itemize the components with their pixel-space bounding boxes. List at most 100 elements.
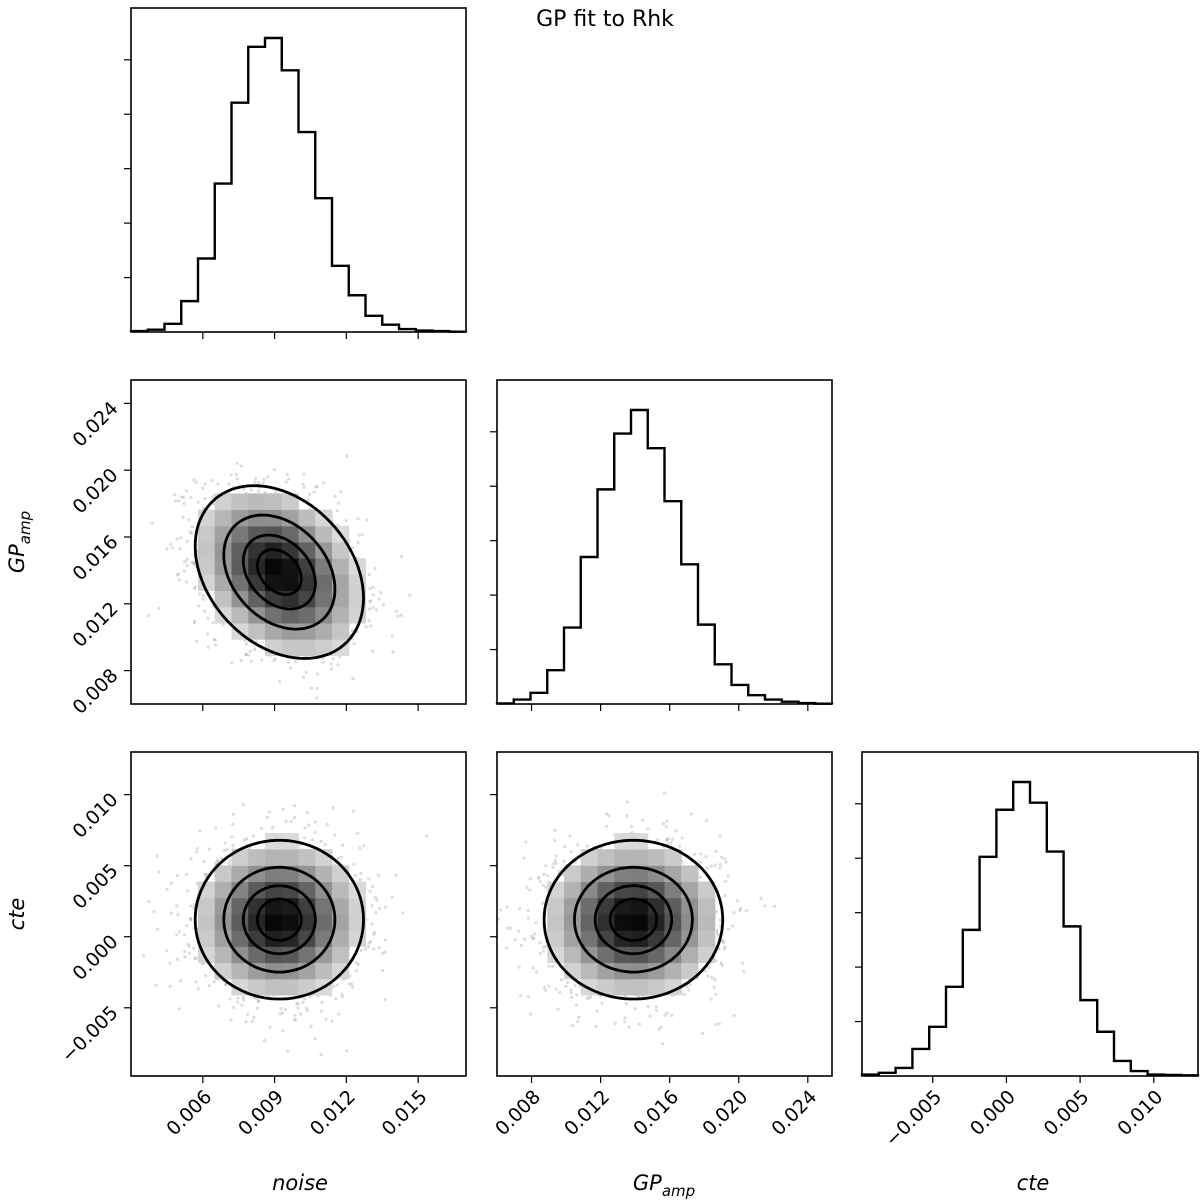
density-cell	[597, 978, 615, 996]
density-cell	[664, 849, 682, 866]
scatter-point	[231, 812, 235, 816]
scatter-point	[359, 948, 363, 953]
scatter-point	[278, 679, 282, 684]
scatter-point	[281, 1029, 285, 1033]
scatter-point	[333, 494, 337, 498]
scatter-point	[175, 957, 180, 961]
scatter-point	[553, 858, 557, 862]
density-cell	[332, 542, 350, 559]
scatter-point	[227, 862, 232, 866]
density-cell	[664, 930, 682, 947]
scatter-point	[193, 956, 197, 961]
scatter-point	[305, 810, 310, 815]
scatter-point	[606, 814, 611, 818]
scatter-point	[201, 594, 205, 598]
scatter-point	[299, 1012, 303, 1016]
scatter-point	[168, 984, 172, 988]
scatter-point	[271, 826, 275, 830]
density-cell	[298, 881, 316, 899]
scatter-point	[374, 608, 379, 612]
scatter-point	[176, 913, 180, 917]
y-tick-label-gp_amp: 0.008	[69, 665, 123, 719]
scatter-point	[194, 980, 198, 984]
scatter-point	[741, 961, 745, 965]
scatter-point	[662, 791, 667, 795]
scatter-point	[253, 476, 258, 480]
density-cell	[281, 639, 299, 656]
y-tick-label-cte: 0.000	[69, 931, 123, 985]
scatter-point	[281, 807, 285, 811]
scatter-point	[648, 1014, 652, 1018]
scatter-point	[113, 501, 116, 504]
scatter-point	[573, 984, 577, 988]
joint-noise-gp_amp	[113, 379, 467, 721]
density-cell	[298, 946, 316, 964]
scatter-point	[211, 621, 215, 625]
scatter-point	[372, 947, 376, 951]
scatter-point	[718, 866, 722, 870]
scatter-point	[189, 917, 193, 921]
axes-frame-cte-cte	[861, 751, 1199, 1077]
scatter-point	[526, 994, 530, 999]
scatter-point	[336, 857, 340, 861]
scatter-point	[547, 964, 551, 968]
scatter-point	[242, 838, 247, 842]
scatter-point	[216, 482, 220, 486]
density-cell	[281, 623, 299, 640]
density-cell	[681, 881, 699, 899]
scatter-point	[202, 859, 206, 864]
density-cell	[298, 558, 316, 575]
scatter-point	[704, 854, 708, 859]
density-cell	[580, 930, 598, 947]
scatter-point	[534, 970, 539, 974]
scatter-point	[391, 650, 395, 654]
scatter-point	[241, 802, 245, 807]
scatter-point	[371, 593, 376, 597]
x-tick-label-gp_amp: 0.008	[491, 1086, 545, 1140]
scatter-point	[186, 942, 190, 946]
density-cell	[315, 525, 333, 543]
scatter-point	[155, 854, 159, 858]
scatter-point	[689, 812, 693, 816]
scatter-point	[265, 815, 269, 820]
scatter-point	[200, 962, 205, 966]
contour-0.5-sigma	[193, 838, 365, 1001]
scatter-point	[242, 487, 246, 491]
scatter-point	[337, 501, 341, 505]
scatter-point	[367, 877, 371, 881]
scatter-point	[315, 672, 320, 676]
scatter-point	[197, 592, 202, 596]
scatter-point	[215, 718, 218, 721]
scatter-point	[178, 979, 183, 983]
scatter-point	[192, 946, 196, 950]
scatter-point	[670, 837, 675, 841]
scatter-point	[262, 477, 266, 482]
scatter-point	[280, 1011, 285, 1015]
scatter-point	[383, 938, 387, 942]
scatter-point	[187, 518, 191, 522]
scatter-point	[613, 1021, 617, 1025]
scatter-point	[656, 837, 660, 842]
scatter-point	[625, 800, 630, 804]
scatter-point	[373, 930, 377, 935]
scatter-point	[534, 921, 538, 925]
scatter-point	[350, 982, 354, 986]
scatter-point	[627, 1025, 631, 1029]
scatter-point	[268, 1025, 272, 1029]
scatter-point	[185, 539, 189, 543]
scatter-point	[720, 855, 724, 859]
scatter-point	[169, 542, 173, 546]
scatter-point	[189, 857, 193, 861]
scatter-point	[175, 904, 179, 908]
scatter-point	[183, 955, 187, 959]
scatter-point	[185, 557, 189, 561]
density-cell	[231, 574, 249, 592]
density-cell	[248, 881, 266, 899]
scatter-point	[266, 475, 270, 479]
scatter-point	[344, 518, 348, 523]
scatter-point	[562, 859, 566, 864]
scatter-point	[738, 908, 742, 912]
scatter-point	[354, 961, 358, 965]
scatter-point	[324, 1017, 328, 1021]
scatter-point	[306, 498, 310, 502]
